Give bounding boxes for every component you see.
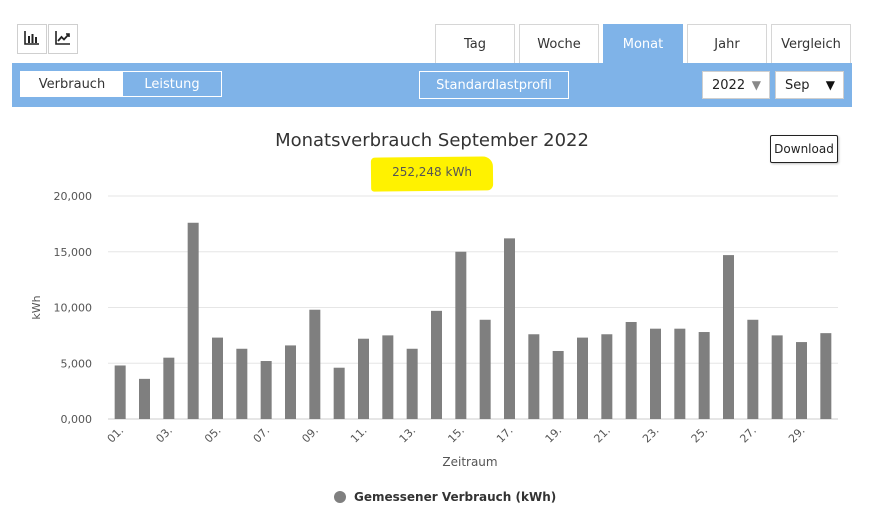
bar — [674, 328, 686, 419]
x-axis-title: Zeitraum — [442, 455, 497, 469]
tab-label: Monat — [622, 36, 664, 52]
tab-label: Jahr — [714, 36, 740, 52]
x-tick-label: 27. — [737, 424, 759, 446]
bar-chart-button[interactable] — [17, 24, 47, 54]
bar — [820, 333, 832, 419]
x-tick-label: 11. — [348, 424, 370, 446]
tab-label: Woche — [537, 36, 581, 52]
verbrauch-toggle[interactable]: Verbrauch — [21, 72, 123, 96]
bar — [504, 238, 515, 419]
tab-label: Tag — [463, 36, 486, 52]
tab-monat[interactable]: Monat — [603, 24, 683, 63]
x-tick-label: 29. — [786, 424, 808, 446]
bar — [212, 337, 223, 419]
bar — [139, 378, 150, 419]
bar — [796, 342, 807, 419]
period-tabs: Tag Woche Monat Jahr Vergleich — [435, 24, 851, 63]
year-select-value: 2022 — [712, 77, 746, 93]
bar — [577, 337, 588, 419]
bar — [260, 361, 272, 419]
chart-subtitle-total: 252,248 kWh — [392, 165, 472, 179]
chevron-down-icon: ▼ — [825, 78, 835, 92]
tab-woche[interactable]: Woche — [519, 24, 599, 63]
x-tick-label: 07. — [251, 424, 273, 446]
legend-label: Gemessener Verbrauch (kWh) — [354, 490, 557, 504]
bar — [236, 348, 248, 419]
line-chart-button[interactable] — [48, 24, 78, 54]
toolbar: Verbrauch Leistung Standardlastprofil 20… — [12, 63, 852, 107]
x-tick-label: 03. — [153, 424, 175, 446]
x-tick-label: 09. — [299, 424, 321, 446]
year-select[interactable]: 2022 ▼ — [702, 71, 770, 99]
x-tick-label: 13. — [397, 424, 419, 446]
bar — [309, 309, 321, 419]
y-tick-label: 20,000 — [54, 190, 93, 203]
x-tick-label: 17. — [494, 424, 516, 446]
legend-item[interactable]: Gemessener Verbrauch (kWh) — [334, 490, 556, 504]
bar — [552, 350, 564, 419]
bar — [455, 251, 467, 419]
x-tick-label: 01. — [105, 424, 127, 446]
bar — [601, 334, 613, 419]
month-select-value: Sep — [785, 77, 810, 93]
bar — [625, 321, 637, 419]
y-tick-label: 0,000 — [61, 413, 93, 426]
bar — [723, 255, 734, 419]
y-tick-label: 15,000 — [54, 246, 93, 259]
tab-jahr[interactable]: Jahr — [687, 24, 767, 63]
bar — [382, 335, 394, 419]
y-tick-label: 10,000 — [54, 302, 93, 315]
bar-chart-icon — [24, 30, 40, 49]
bar — [650, 328, 661, 419]
mode-toggle: Verbrauch Leistung — [20, 71, 222, 97]
y-tick-label: 5,000 — [61, 357, 93, 370]
standardlastprofil-button[interactable]: Standardlastprofil — [419, 71, 569, 99]
month-select[interactable]: Sep ▼ — [775, 71, 844, 99]
bar — [163, 357, 175, 419]
bar — [333, 367, 345, 419]
bar — [114, 365, 126, 419]
x-tick-label: 05. — [202, 424, 224, 446]
bar — [698, 332, 710, 419]
tab-vergleich[interactable]: Vergleich — [771, 24, 851, 63]
tab-tag[interactable]: Tag — [435, 24, 515, 63]
x-tick-label: 23. — [640, 424, 662, 446]
x-tick-label: 15. — [445, 424, 467, 446]
bar — [431, 310, 442, 419]
y-axis-title: kWh — [30, 295, 43, 319]
legend-marker — [334, 491, 346, 503]
x-tick-label: 19. — [543, 424, 565, 446]
bar — [358, 338, 369, 419]
bar — [187, 222, 199, 419]
bar — [771, 335, 783, 419]
bar — [406, 348, 418, 419]
bar — [285, 345, 296, 419]
bar — [528, 334, 540, 419]
tab-label: Vergleich — [781, 36, 841, 52]
leistung-toggle[interactable]: Leistung — [123, 72, 221, 96]
download-button[interactable]: Download — [770, 135, 838, 163]
line-chart-icon — [55, 30, 71, 49]
x-tick-label: 25. — [689, 424, 711, 446]
chart-title: Monatsverbrauch September 2022 — [275, 130, 589, 151]
x-tick-label: 21. — [591, 424, 613, 446]
chevron-down-icon: ▼ — [751, 78, 761, 92]
bar — [747, 319, 759, 419]
bar — [479, 319, 491, 419]
